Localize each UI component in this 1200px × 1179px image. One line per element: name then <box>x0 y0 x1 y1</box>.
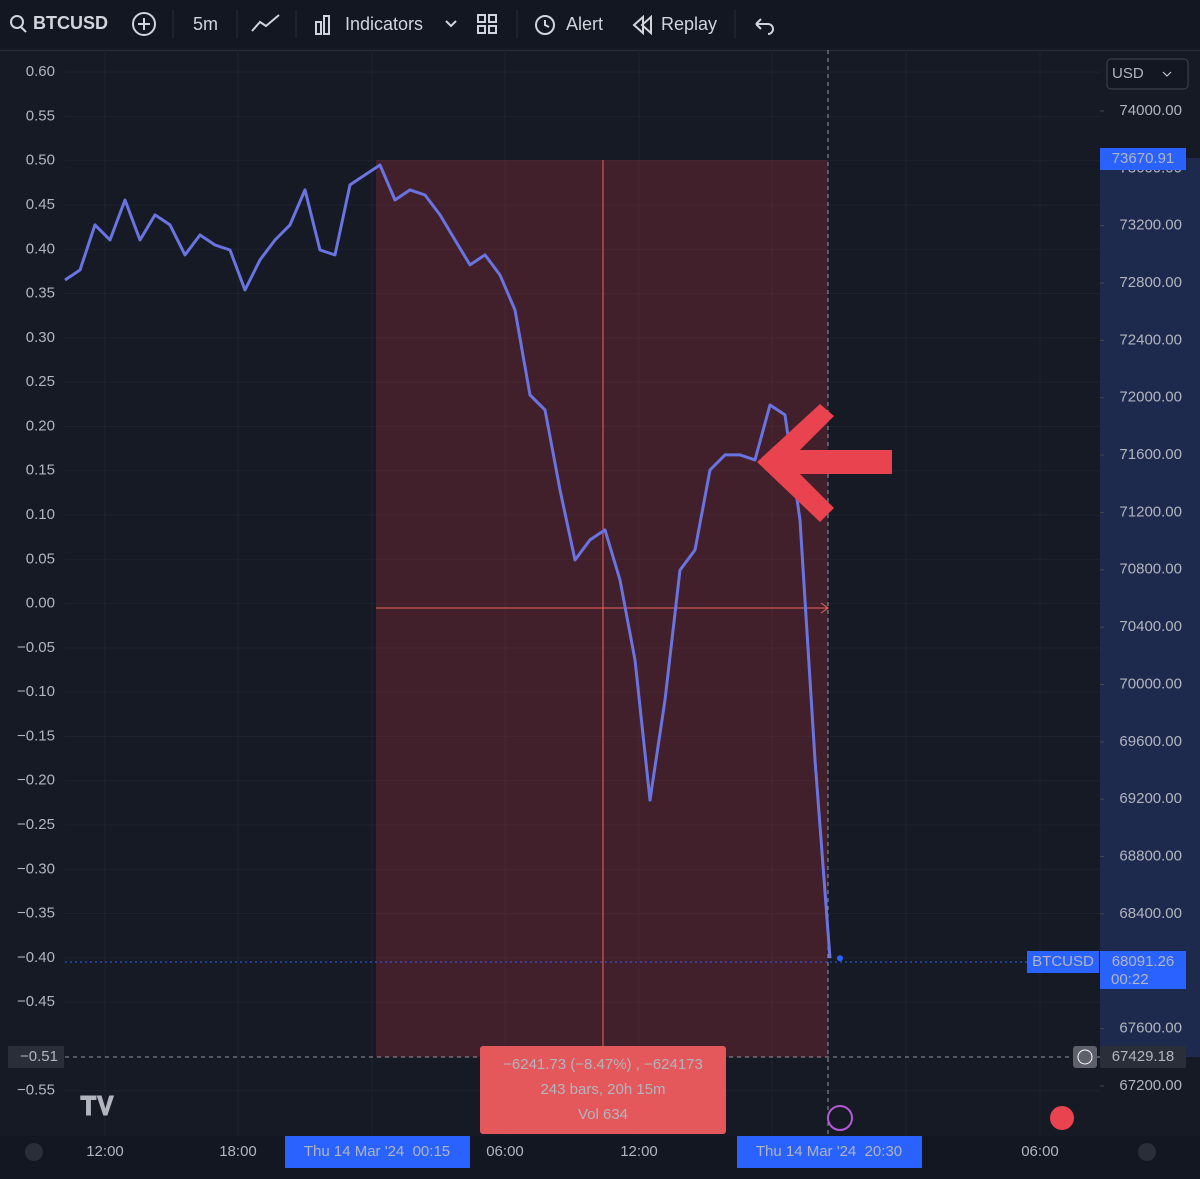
left-tick-label: 0.15 <box>26 462 55 479</box>
plot <box>64 163 843 962</box>
selected-time: Thu 14 Mar '24 20:30 <box>756 1143 902 1160</box>
series-name: BTCUSD <box>1032 953 1094 970</box>
left-cursor-label: −0.51 <box>20 1048 58 1065</box>
left-tick-label: 0.40 <box>26 240 55 257</box>
left-cursor-marker <box>8 1046 64 1068</box>
price-tick-label: 72800.00 <box>1119 274 1182 291</box>
interval[interactable]: 5m <box>193 14 218 34</box>
time-label: 06:00 <box>486 1143 524 1160</box>
price-tick-label: 67600.00 <box>1119 1020 1182 1037</box>
left-tick-label: −0.25 <box>17 816 55 833</box>
measure-change: −6241.73 (−8.47%) , −624173 <box>503 1056 703 1073</box>
series-tag <box>1027 951 1099 973</box>
alert-button[interactable]: Alert <box>566 14 603 34</box>
left-tick-label: 0.20 <box>26 417 55 434</box>
left-tick-label: −0.45 <box>17 993 55 1010</box>
left-tick-label: 0.50 <box>26 152 55 169</box>
time-label: 06:00 <box>1021 1143 1059 1160</box>
divider <box>0 50 1200 51</box>
symbol[interactable]: BTCUSD <box>33 13 108 33</box>
measure-box <box>480 1046 726 1134</box>
toolbar-separators <box>172 10 736 38</box>
high-marker <box>1100 148 1186 170</box>
high-price: 73670.91 <box>1112 150 1175 167</box>
time-select-start <box>285 1136 470 1168</box>
left-tick-label: −0.35 <box>17 905 55 922</box>
left-tick-label: −0.20 <box>17 772 55 789</box>
price-tick-label: 68400.00 <box>1119 905 1182 922</box>
price-tick-label: 73200.00 <box>1119 217 1182 234</box>
last-point <box>837 955 843 962</box>
event-icon[interactable] <box>827 1105 853 1131</box>
add-button[interactable] <box>1073 1046 1097 1068</box>
left-tick-label: 0.45 <box>26 196 55 213</box>
measure-arrow <box>820 602 829 614</box>
time-select-end <box>737 1136 922 1168</box>
time-axis <box>0 1136 1200 1174</box>
left-tick-label: −0.40 <box>17 949 55 966</box>
measure-volume: Vol 634 <box>578 1106 628 1123</box>
last-marker <box>1100 951 1186 989</box>
price-tick-label: 69600.00 <box>1119 733 1182 750</box>
price-line <box>64 163 832 959</box>
left-tick-label: −0.30 <box>17 860 55 877</box>
price-tick-label: 68800.00 <box>1119 848 1182 865</box>
price-tick-label: 72000.00 <box>1119 389 1182 406</box>
price-tick-label: 72400.00 <box>1119 331 1182 348</box>
left-tick-label: 0.00 <box>26 595 55 612</box>
countdown: 00:22 <box>1111 971 1149 988</box>
left-tick-label: −0.55 <box>17 1082 55 1099</box>
replay-button[interactable]: Replay <box>661 14 717 34</box>
price-tick-label: 67200.00 <box>1119 1077 1182 1094</box>
z-button[interactable] <box>25 1143 43 1161</box>
last-price: 68091.26 <box>1112 953 1175 970</box>
price-tick-label: 69200.00 <box>1119 790 1182 807</box>
time-label: 18:00 <box>219 1143 257 1160</box>
currency[interactable]: USD <box>1112 65 1144 82</box>
currency-caret <box>1162 71 1172 77</box>
a-button[interactable] <box>1138 1143 1156 1161</box>
add-icon <box>1077 1049 1093 1065</box>
left-tick-label: 0.35 <box>26 285 55 302</box>
price-tick-label: 74000.00 <box>1119 102 1182 119</box>
left-tick-label: −0.05 <box>17 639 55 656</box>
cursor-price: 67429.18 <box>1112 1048 1175 1065</box>
price-tick-label: 70800.00 <box>1119 561 1182 578</box>
annotation-arrow <box>757 404 892 522</box>
left-tick-label: 0.55 <box>26 107 55 124</box>
flag-icon[interactable] <box>1050 1106 1074 1130</box>
left-tick-label: 0.30 <box>26 329 55 346</box>
left-tick-label: 0.60 <box>26 63 55 80</box>
measure-bars: 243 bars, 20h 15m <box>540 1081 665 1098</box>
left-tick-label: −0.10 <box>17 683 55 700</box>
logo: 𝐓𝐕 <box>80 1091 115 1121</box>
left-tick-label: 0.05 <box>26 550 55 567</box>
left-tick-label: 0.25 <box>26 373 55 390</box>
toolbar <box>0 0 1200 48</box>
grid <box>65 50 1100 1135</box>
currency-select[interactable] <box>1106 58 1189 90</box>
cursor-marker <box>1100 1046 1186 1068</box>
selected-time: Thu 14 Mar '24 00:15 <box>304 1143 450 1160</box>
price-tick-label: 71200.00 <box>1119 503 1182 520</box>
time-label: 12:00 <box>620 1143 658 1160</box>
left-tick-label: −0.15 <box>17 727 55 744</box>
price-tick-label: 70400.00 <box>1119 618 1182 635</box>
price-tick-label: 71600.00 <box>1119 446 1182 463</box>
time-label: 12:00 <box>86 1143 124 1160</box>
left-tick-label: 0.10 <box>26 506 55 523</box>
price-range-highlight <box>1100 158 1200 1057</box>
axes: 0.60 0.55 0.50 0.45 0.40 0.35 0.30 0.25 0.20 0.15… <box>17 63 1182 1099</box>
toolbar-icons <box>10 12 774 36</box>
price-tick-label: 70000.00 <box>1119 675 1182 692</box>
indicators-button[interactable]: Indicators <box>345 14 423 34</box>
time-labels: 12:00 18:00 06:00 12:00 06:00 Thu 14 Mar '24 … <box>86 1143 1059 1160</box>
